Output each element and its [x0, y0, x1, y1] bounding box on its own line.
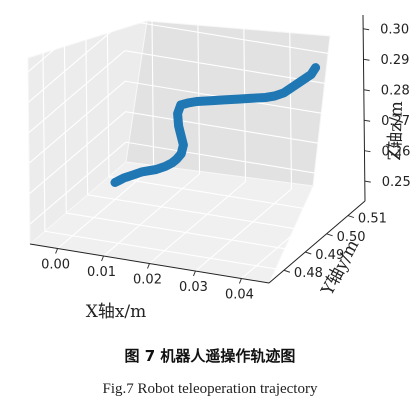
grid-line-x: [151, 0, 155, 167]
grid-line-x: [197, 0, 201, 175]
y-tick-mark: [305, 251, 312, 255]
y-tick-label: 0.51: [358, 212, 387, 227]
grid-line-x: [57, 166, 154, 249]
y-tick-label: 0.49: [315, 248, 344, 263]
trajectory-line: [110, 63, 321, 187]
figure-caption-en: Fig.7 Robot teleoperation trajectory: [102, 381, 318, 397]
grid-line-x: [241, 196, 338, 279]
x-tick-label: 0.04: [225, 288, 254, 303]
x-tick-mark: [101, 255, 105, 262]
x-tick-mark: [238, 278, 242, 284]
x-axis-line: [29, 243, 270, 284]
grid-line-z: [28, 19, 125, 103]
grid-line-x: [103, 173, 200, 257]
grid-line-x: [195, 188, 292, 272]
z-tick-label: 0.28: [381, 84, 410, 99]
grid-line-y: [108, 176, 349, 217]
grid-line-z: [29, 141, 127, 225]
grid-line-z: [28, 50, 126, 134]
grid-line-z: [125, 141, 365, 182]
grid-line-y: [42, 45, 46, 232]
grid-line-x: [242, 0, 247, 182]
y-axis-title: Y轴y/m: [317, 237, 363, 300]
z-tick-label: 0.25: [382, 175, 411, 190]
grid-line-x: [288, 2, 293, 190]
grid-line-z: [124, 50, 364, 91]
z-tick-mark: [363, 28, 370, 31]
grid-line-z: [183, 0, 364, 30]
z-tick-label: 0.29: [380, 53, 409, 68]
grid-line-y: [44, 230, 285, 271]
grid-line-z: [29, 111, 126, 195]
y-tick-label: 0.50: [337, 230, 366, 245]
z-tick-mark: [363, 89, 370, 92]
grid-line-x: [334, 10, 338, 197]
grid-line-y: [87, 194, 327, 235]
x-tick-mark: [192, 270, 196, 277]
z-tick-mark: [364, 150, 371, 153]
grid-line-z: [124, 19, 364, 60]
z-tick-label: 0.27: [381, 114, 410, 129]
z-axis-line: [362, 14, 366, 202]
grid-line-y: [63, 27, 67, 214]
x-axis-title: X轴x/m: [86, 302, 147, 322]
x-tick-label: 0.01: [87, 265, 116, 280]
y-tick-mark: [283, 269, 291, 273]
chart-3d: 0.00 0.01 0.02 0.03 0.04 0.48 0.49 0.50 0.51 0.25…: [27, 0, 411, 322]
z-axis-title: Z轴z/m: [385, 101, 407, 161]
z-tick-mark: [364, 180, 371, 183]
y-axis-line: [268, 200, 366, 284]
grid-line-z: [27, 0, 113, 73]
z-tick-mark: [364, 119, 371, 122]
y-tick-mark: [347, 215, 355, 219]
y-tick-mark: [326, 233, 333, 237]
grid-line-y: [66, 212, 306, 253]
grid-line-z: [125, 111, 365, 152]
grid-line-y: [106, 0, 110, 177]
grid-line-y: [85, 8, 89, 195]
y-tick-label: 0.48: [294, 266, 323, 281]
x-tick-label: 0.00: [41, 258, 70, 273]
z-tick-mark: [363, 58, 370, 61]
x-tick-mark: [147, 263, 150, 269]
grid-line-z: [28, 80, 126, 164]
z-tick-label: 0.26: [381, 145, 410, 160]
x-tick-label: 0.03: [179, 280, 208, 295]
x-tick-mark: [55, 248, 59, 254]
x-tick-label: 0.02: [133, 273, 162, 288]
grid-line-x: [149, 181, 246, 264]
z-tick-label: 0.30: [380, 23, 409, 38]
figure-caption-cn: 图 7 机器人遥操作轨迹图: [124, 347, 296, 365]
